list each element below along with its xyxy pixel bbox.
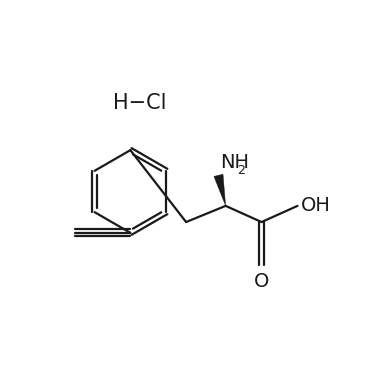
Text: O: O	[254, 272, 269, 291]
Text: H−Cl: H−Cl	[113, 93, 166, 114]
Polygon shape	[214, 174, 226, 206]
Text: NH: NH	[220, 153, 249, 172]
Text: OH: OH	[301, 196, 331, 215]
Text: 2: 2	[237, 165, 245, 177]
